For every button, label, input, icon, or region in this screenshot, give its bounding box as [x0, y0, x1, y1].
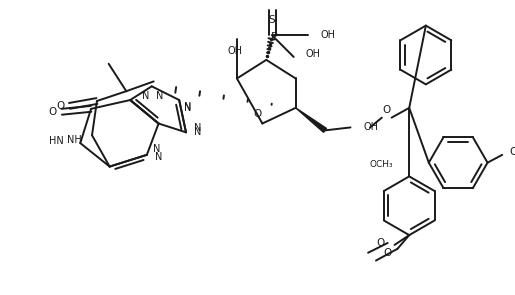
- Text: N: N: [184, 102, 192, 112]
- Text: O: O: [253, 109, 262, 119]
- Text: NH: NH: [67, 135, 82, 145]
- Text: OH: OH: [228, 46, 243, 56]
- Text: N: N: [154, 152, 162, 162]
- Text: N: N: [194, 127, 201, 137]
- Text: O: O: [383, 248, 391, 258]
- Text: S: S: [269, 15, 276, 25]
- Text: O: O: [57, 101, 65, 111]
- Text: O: O: [376, 238, 385, 248]
- Text: P: P: [271, 32, 278, 42]
- Text: N: N: [194, 123, 201, 133]
- Text: OH: OH: [320, 30, 335, 40]
- Text: N: N: [184, 103, 192, 113]
- Text: N: N: [142, 91, 149, 101]
- Polygon shape: [296, 108, 327, 132]
- Text: OH: OH: [363, 122, 378, 132]
- Text: N: N: [156, 91, 163, 101]
- Text: O: O: [509, 147, 515, 157]
- Text: O: O: [383, 105, 391, 115]
- Text: O: O: [49, 107, 57, 117]
- Text: N: N: [153, 144, 160, 154]
- Text: OH: OH: [305, 49, 320, 59]
- Text: HN: HN: [49, 136, 64, 146]
- Text: OCH₃: OCH₃: [370, 160, 393, 169]
